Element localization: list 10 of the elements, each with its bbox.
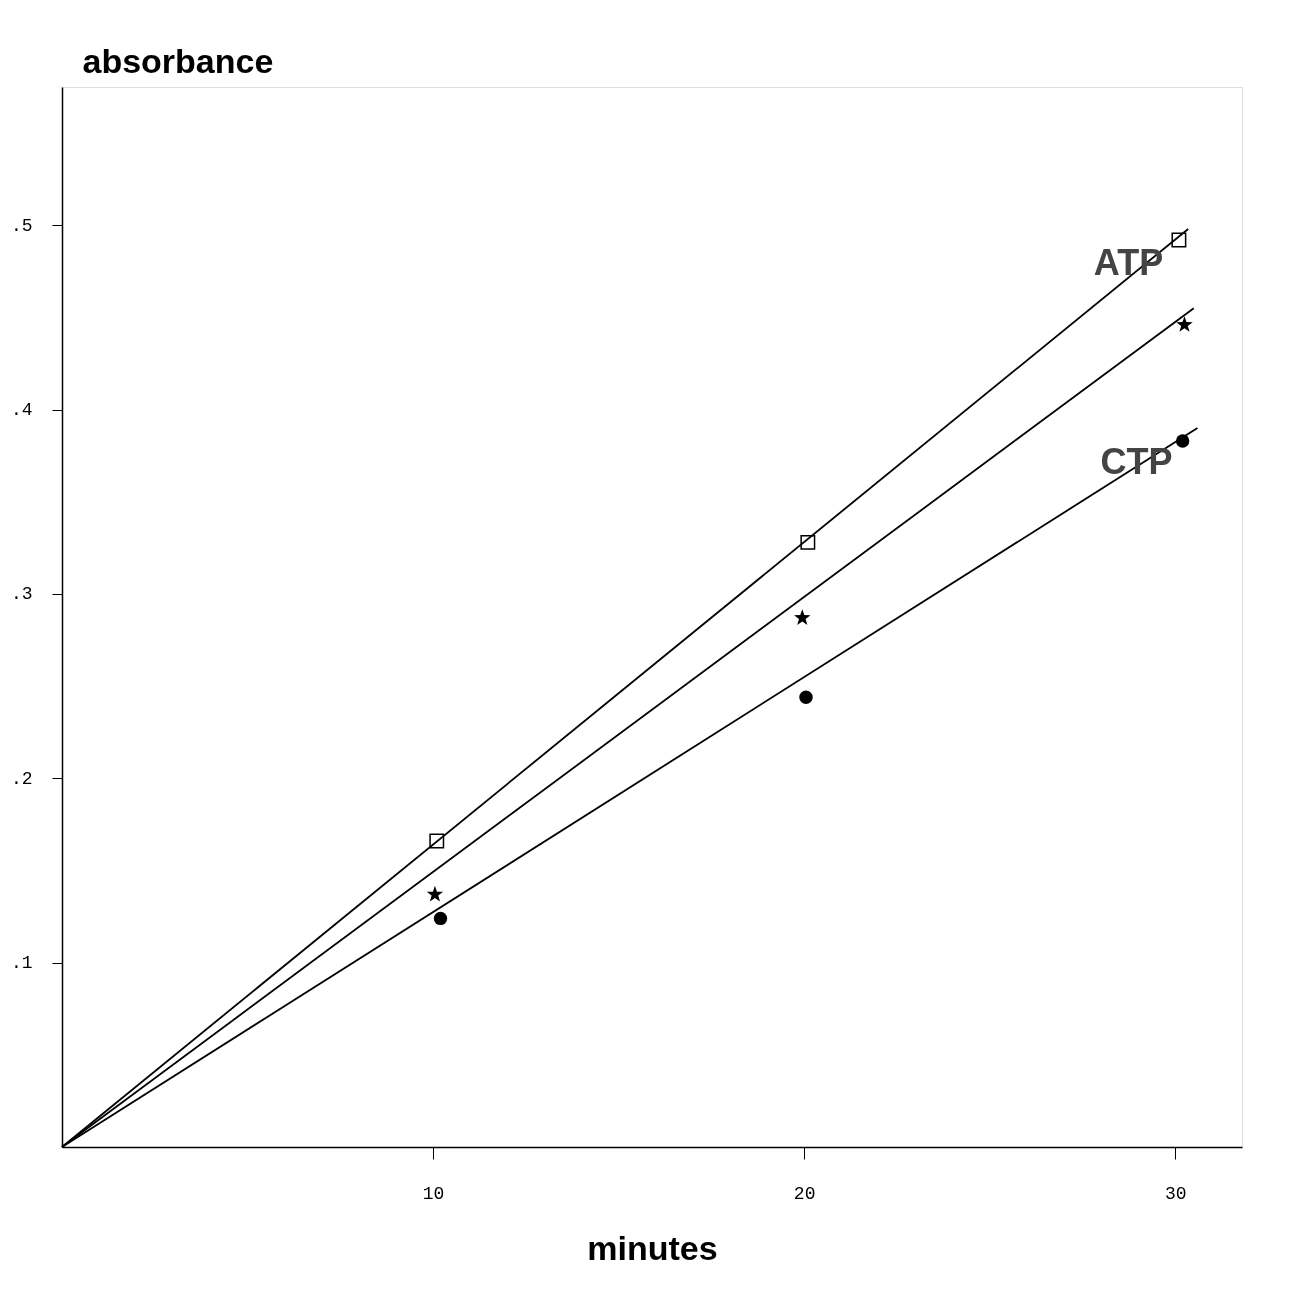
y-tick-label: .5 — [10, 215, 33, 236]
x-tick-label: 20 — [793, 1183, 816, 1204]
y-tick-label: .4 — [10, 400, 33, 421]
y-tick-label: .1 — [10, 953, 33, 974]
y-axis-title: absorbance — [82, 41, 274, 80]
x-axis-title: minutes — [587, 1228, 718, 1267]
y-tick-label: .3 — [10, 584, 33, 605]
x-tick-label: 10 — [422, 1183, 445, 1204]
x-tick-label: 30 — [1164, 1183, 1187, 1204]
y-tick-label: .2 — [10, 768, 33, 789]
